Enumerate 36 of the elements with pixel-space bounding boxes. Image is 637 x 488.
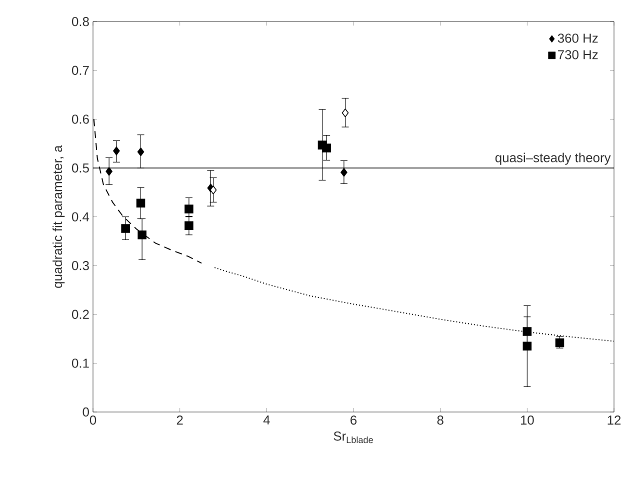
point (522, 342, 532, 351)
x-tick-label: 0 (90, 416, 96, 425)
legend-label: 360 Hz (558, 34, 598, 43)
x-axis-title: Sr$_{Lblade}$ (334, 432, 373, 444)
y-tick-label: 0 (82, 407, 89, 417)
x-tick-label: 2 (176, 416, 183, 425)
point (340, 168, 348, 177)
y-tick-label: 0.2 (72, 310, 89, 319)
y-tick-label: 0.4 (72, 212, 90, 222)
ref-line-label: quasi–steady theory (495, 152, 611, 165)
y-tick-label: 0.8 (72, 17, 89, 26)
legend-label: 730 Hz (558, 50, 598, 60)
x-tick-label: 12 (608, 416, 621, 425)
x-tick-label: 8 (437, 416, 444, 425)
point (137, 148, 144, 156)
y-axis-title: quadratic fit parameter, a (52, 145, 65, 288)
point (106, 167, 112, 176)
x-tick-label: 6 (350, 416, 357, 425)
point (121, 224, 130, 233)
y-tick-label: 0.5 (72, 163, 89, 173)
y-tick-label: 0.3 (72, 261, 89, 270)
point (322, 144, 331, 152)
point (184, 204, 194, 214)
point (113, 146, 120, 156)
y-tick-label: 0.1 (72, 358, 89, 368)
point (522, 327, 532, 336)
point (138, 230, 146, 240)
x-tick-label: 10 (520, 416, 534, 425)
point (555, 338, 564, 348)
y-tick-label: 0.6 (72, 114, 89, 124)
point (136, 198, 146, 208)
point (184, 221, 194, 230)
x-tick-label: 4 (263, 416, 270, 424)
point (210, 186, 217, 194)
point (342, 108, 349, 118)
y-tick-label: 0.7 (72, 66, 89, 75)
